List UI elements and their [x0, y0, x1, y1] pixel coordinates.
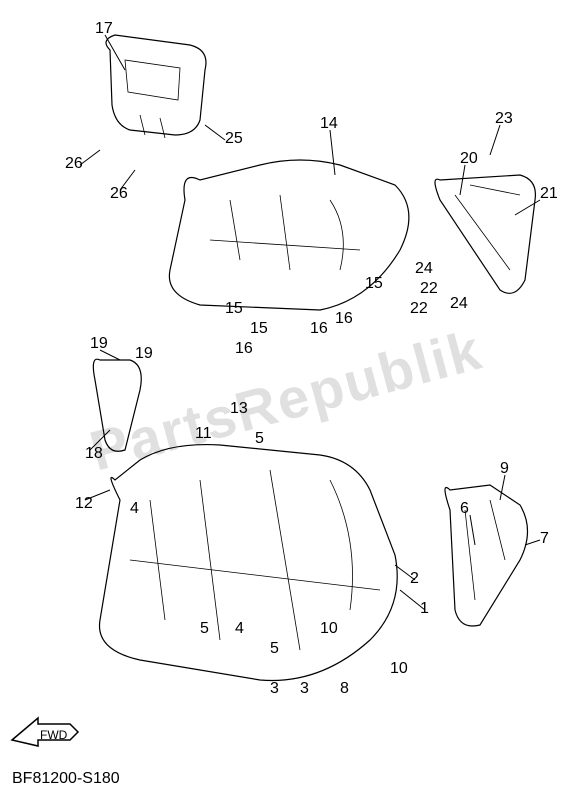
- leader-line: [330, 130, 335, 175]
- leader-line: [105, 35, 125, 70]
- leader-line: [500, 475, 505, 500]
- leader-line: [395, 565, 415, 580]
- fwd-label: FWD: [40, 728, 68, 742]
- leader-line: [100, 350, 120, 360]
- meter-cover-detail: [125, 60, 180, 138]
- leader-line: [490, 125, 500, 155]
- leader-line: [205, 125, 225, 140]
- leader-line: [460, 165, 465, 195]
- tail-cover: [435, 175, 535, 293]
- front-fender-side-detail: [465, 500, 505, 600]
- tail-cover-detail: [455, 185, 520, 270]
- parts-diagram: [0, 0, 571, 800]
- mud-flap: [93, 359, 141, 451]
- rear-fender-detail: [210, 195, 360, 270]
- leader-line: [470, 515, 475, 545]
- leader-line: [515, 200, 540, 215]
- leader-line: [400, 590, 425, 610]
- leader-line: [85, 490, 110, 500]
- part-code: BF81200-S180: [12, 770, 120, 788]
- leader-line: [120, 170, 135, 190]
- leader-line: [525, 540, 540, 545]
- leader-line: [80, 150, 100, 165]
- fwd-direction-indicator: FWD: [10, 715, 80, 755]
- front-fender: [100, 445, 398, 681]
- front-fender-side: [445, 485, 528, 626]
- meter-cover: [106, 35, 206, 135]
- rear-fender: [169, 160, 409, 310]
- leader-line: [90, 430, 110, 450]
- front-fender-detail: [130, 470, 380, 650]
